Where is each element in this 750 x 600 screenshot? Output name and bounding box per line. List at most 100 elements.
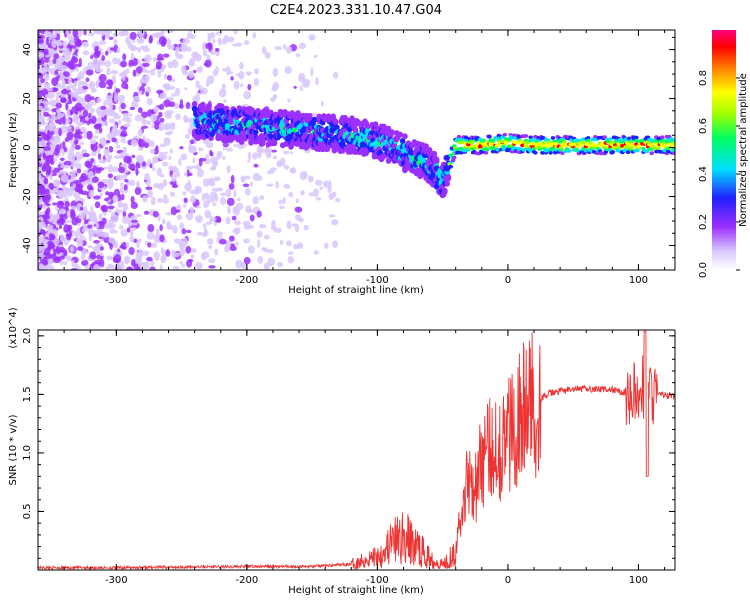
spectrogram-cell (211, 196, 215, 204)
spectrogram-cell (323, 180, 330, 188)
spectrogram-cell (237, 197, 241, 202)
spectrogram-cell (296, 242, 304, 250)
snr-x-tick-label: 0 (505, 575, 511, 586)
spectrogram-cell (162, 194, 168, 199)
spectrogram-cell (74, 39, 83, 47)
spectrogram-cell (252, 172, 261, 182)
snr-y-label: SNR (10 * v/v) (8, 414, 19, 485)
spectrogram-cell (47, 245, 52, 252)
spectrogram-cell (108, 145, 114, 153)
colorbar-tick-label: 0.6 (698, 118, 709, 134)
spectrogram-cell (129, 106, 135, 111)
snr-y-tick-label: 1.0 (22, 445, 33, 461)
spectrogram-cell (175, 171, 181, 178)
spectrogram-cell (135, 102, 139, 108)
spectrogram-cell (164, 131, 172, 136)
spectrogram-cell (153, 106, 160, 113)
spectrogram-cell (163, 73, 168, 80)
spectrogram-cell (247, 151, 252, 160)
spectrogram-heat-layer (38, 30, 675, 270)
spectrogram-cell (203, 227, 207, 234)
spectrogram-cell (157, 182, 164, 191)
spectrogram-cell (82, 129, 88, 135)
spectrogram-cell (208, 265, 216, 269)
spectrogram-cell (149, 68, 156, 76)
spectrogram-cell (303, 78, 311, 86)
spectrogram-cell (101, 54, 106, 62)
spectrogram-cell (110, 214, 119, 223)
spectrogram-cell (198, 158, 203, 167)
spectrogram-cell (169, 122, 176, 131)
spectrogram-cell (256, 210, 262, 218)
spectrogram-cell (105, 79, 113, 86)
spectrogram-cell (267, 257, 275, 267)
spectrogram-cell (212, 202, 217, 207)
spectrogram-cell (156, 57, 165, 61)
spectrogram-cell (147, 189, 153, 199)
spectrogram-cell (88, 112, 92, 119)
spectrogram-cell (107, 219, 114, 228)
spectrogram-cell (63, 146, 68, 152)
spectrogram-cell (184, 171, 189, 177)
spectrogram-cell (58, 217, 65, 222)
spectrogram-cell (481, 138, 486, 143)
spectrogram-cell (161, 254, 166, 263)
spectrogram-cell (201, 192, 206, 202)
spectrogram-cell (364, 124, 371, 131)
spectrogram-cell (315, 76, 319, 86)
spectrogram-cell (152, 159, 156, 165)
spectrogram-cell (153, 251, 160, 259)
spectrogram-cell (75, 151, 81, 159)
spectrogram-cell (65, 219, 73, 224)
spectrogram-cell (548, 150, 553, 155)
spectrogram-cell (111, 137, 118, 143)
spectrogram-cell (385, 125, 392, 132)
spectrogram-cell (117, 119, 122, 126)
spectrogram-cell (72, 30, 79, 38)
spectrogram-cell (299, 85, 303, 92)
spectrogram-cell (42, 256, 48, 265)
spectrogram-cell (114, 88, 121, 94)
spectrogram-cell (191, 165, 198, 169)
spectrogram-cell (60, 97, 67, 104)
spectrogram-cell (49, 123, 56, 132)
spectrogram-cell (228, 235, 235, 242)
spectrogram-cell (60, 85, 66, 90)
spectrogram-cell (288, 191, 294, 198)
spectrogram-cell (184, 87, 188, 91)
spectrogram-cell (227, 206, 231, 215)
snr-y-tick-label: 0.5 (22, 504, 33, 520)
spectrogram-cell (83, 30, 87, 36)
spectrogram-cell (90, 158, 95, 164)
spectrogram-cell (192, 69, 197, 74)
spectrogram-cell (78, 175, 87, 183)
spectrogram-cell (91, 115, 97, 125)
spectrogram-cell (234, 220, 241, 226)
spectrogram-cell (39, 44, 46, 51)
spectrogram-cell (200, 87, 208, 95)
spectrogram-cell (112, 57, 119, 65)
spectrogram-cell (115, 208, 119, 213)
spectrogram-cell (142, 62, 150, 67)
spectrogram-cell (52, 188, 57, 193)
spectrogram-cell (185, 245, 192, 254)
spectrogram-cell (82, 50, 90, 56)
spectrogram-cell (45, 265, 51, 270)
spectrogram-cell (53, 157, 58, 162)
spectrogram-cell (308, 34, 316, 41)
spectrogram-cell (166, 74, 173, 81)
spectrogram-cell (181, 65, 187, 74)
spectrogram-cell (272, 67, 279, 77)
spectrogram-cell (197, 147, 204, 152)
spectrogram-cell (293, 85, 297, 89)
spectrogram-cell (126, 266, 134, 270)
spectrogram-cell (101, 138, 107, 147)
spectrogram-cell (68, 91, 75, 95)
spectrogram-cell (111, 128, 119, 137)
spectrogram-cell (243, 90, 252, 100)
spectrogram-cell (87, 224, 93, 229)
spectrogram-cell (87, 170, 94, 180)
spectrogram-cell (120, 130, 128, 137)
spectrogram-cell (109, 243, 113, 250)
